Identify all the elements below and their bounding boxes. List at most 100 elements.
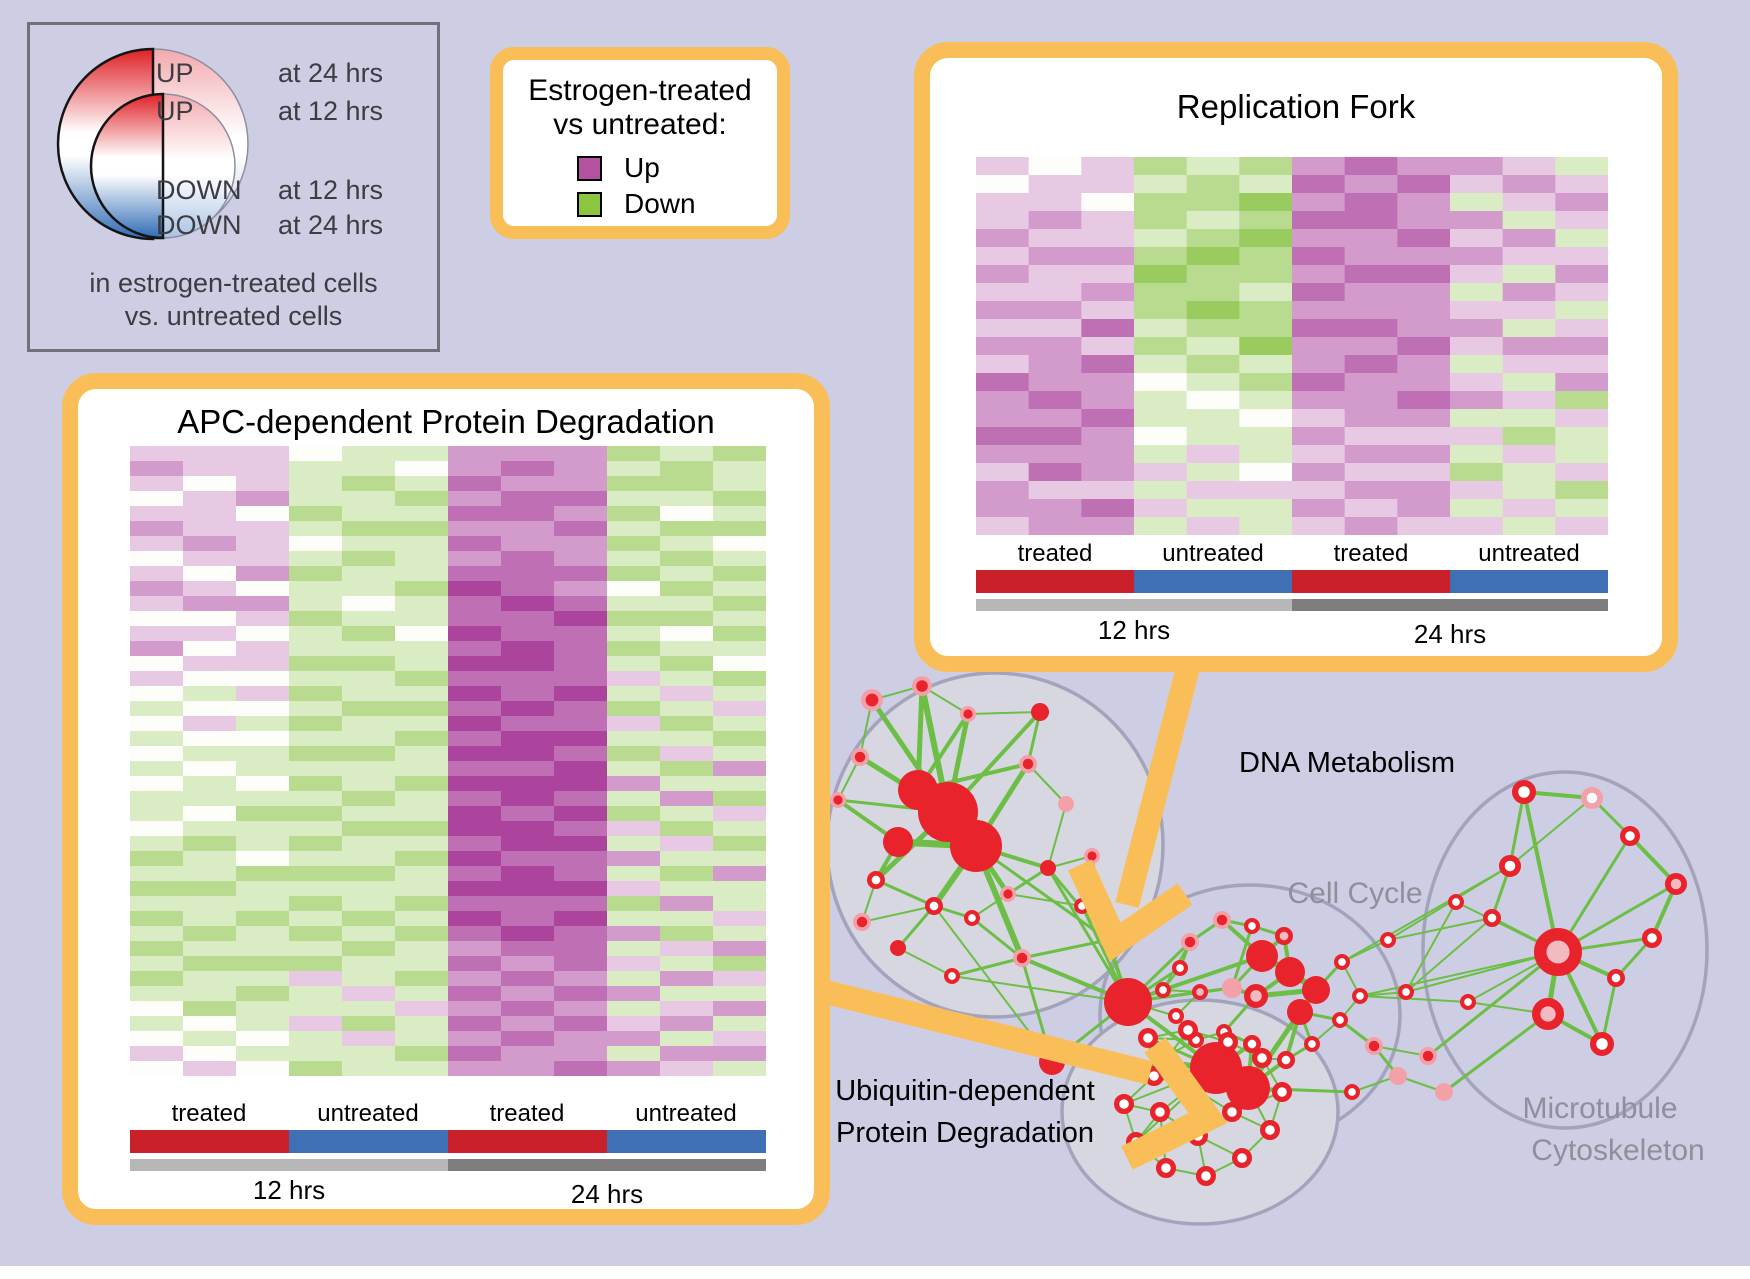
heatmap-cell [660,581,715,597]
network-node [1389,1067,1407,1085]
heatmap-cell [554,641,609,657]
heatmap-cell [1239,229,1294,248]
apc-time-label-24: 24 hrs [570,1179,644,1209]
heatmap-cell [976,265,1031,284]
heatmap-cell [395,566,450,582]
network-node-core [1022,758,1034,770]
heatmap-cell [130,566,185,582]
heatmap-cell [713,911,766,927]
network-node [1287,999,1313,1025]
heatmap-cell [1555,157,1608,176]
heatmap-cell [976,463,1031,482]
heatmap-cell [1450,517,1505,535]
heatmap-cell [1555,247,1608,266]
heatmap-cell [342,1001,397,1017]
heatmap-cell [607,1031,662,1047]
heatmap-cell [1292,337,1347,356]
heatmap-cell [660,1001,715,1017]
heatmap-cell [1134,283,1189,302]
heatmap-cell [342,701,397,717]
network-node [883,827,913,857]
network-node [1641,927,1662,948]
heatmap-cell [976,193,1031,212]
heatmap-cell [1186,337,1241,356]
network-edge [971,916,1023,960]
network-node [1167,1008,1184,1025]
network-edge [967,711,1041,715]
heatmap-cell [1134,193,1189,212]
network-node [1226,1066,1270,1110]
heatmap-cell [289,1061,344,1076]
network-edge [896,905,936,949]
network-node [1664,872,1687,895]
rf-group-label-3: treated [1333,540,1409,567]
heatmap-cell [1292,391,1347,410]
network-node [1435,1083,1453,1101]
heatmap-cell [1028,409,1083,428]
heatmap-cell [607,731,662,747]
heatmap-cell [448,986,503,1002]
heatmap-cell [554,1031,609,1047]
heatmap-cell [1239,517,1294,535]
heatmap-cell [289,761,344,777]
heatmap-cell [1502,265,1557,284]
heatmap-cell [660,476,715,492]
heatmap-cell [1239,499,1294,518]
legend-time-down-12: at 12 hrs [278,175,384,205]
network-edge [951,956,1023,978]
heatmap-cell [554,776,609,792]
heatmap-cell [395,671,450,687]
heatmap-cell [1134,157,1189,176]
heatmap-cell [1028,391,1083,410]
heatmap-cell [395,941,450,957]
heatmap-cell [660,671,715,687]
network-node [1459,994,1476,1011]
heatmap-cell [660,896,715,912]
heatmap-cell [1450,499,1505,518]
heatmap-cell [1450,463,1505,482]
heatmap-cell [289,521,344,537]
heatmap-cell [501,476,556,492]
network-node [1379,932,1396,949]
heatmap-cell [289,626,344,642]
heatmap-cell [1081,157,1136,176]
apc-title: APC-dependent Protein Degradation [177,403,715,440]
heatmap-cell [607,881,662,897]
heatmap-cell [1502,175,1557,194]
heatmap-cell [236,911,291,927]
heatmap-cell [183,641,238,657]
heatmap-cell [607,626,662,642]
heatmap-cell [289,986,344,1002]
heatmap-cell [183,806,238,822]
heatmap-cell [130,581,185,597]
heatmap-cell [713,446,766,462]
heatmap-cell [1186,391,1241,410]
heatmap-cell [1081,265,1136,284]
heatmap-cell [183,881,238,897]
heatmap-cell [976,427,1031,446]
heatmap-cell [554,986,609,1002]
heatmap-cell [395,956,450,972]
heatmap-cell [1028,499,1083,518]
heatmap-cell [554,551,609,567]
heatmap-cell [1028,319,1083,338]
heatmap-cell [1344,373,1399,392]
heatmap-cell [1239,175,1294,194]
replication-fork-heatmap [976,157,1608,535]
heatmap-cell [1450,337,1505,356]
heatmap-cell [130,866,185,882]
heatmap-cell [448,461,503,477]
heatmap-cell [554,536,609,552]
heatmap-cell [1397,517,1452,535]
heatmap-cell [1081,319,1136,338]
heatmap-cell [342,821,397,837]
heatmap-cell [1081,427,1136,446]
heatmap-cell [660,926,715,942]
arrow-replication-to-dna [1068,649,1204,962]
heatmap-cell [501,896,556,912]
heatmap-cell [130,926,185,942]
heatmap-cell [1397,481,1452,500]
heatmap-cell [660,611,715,627]
heatmap-cell [607,581,662,597]
